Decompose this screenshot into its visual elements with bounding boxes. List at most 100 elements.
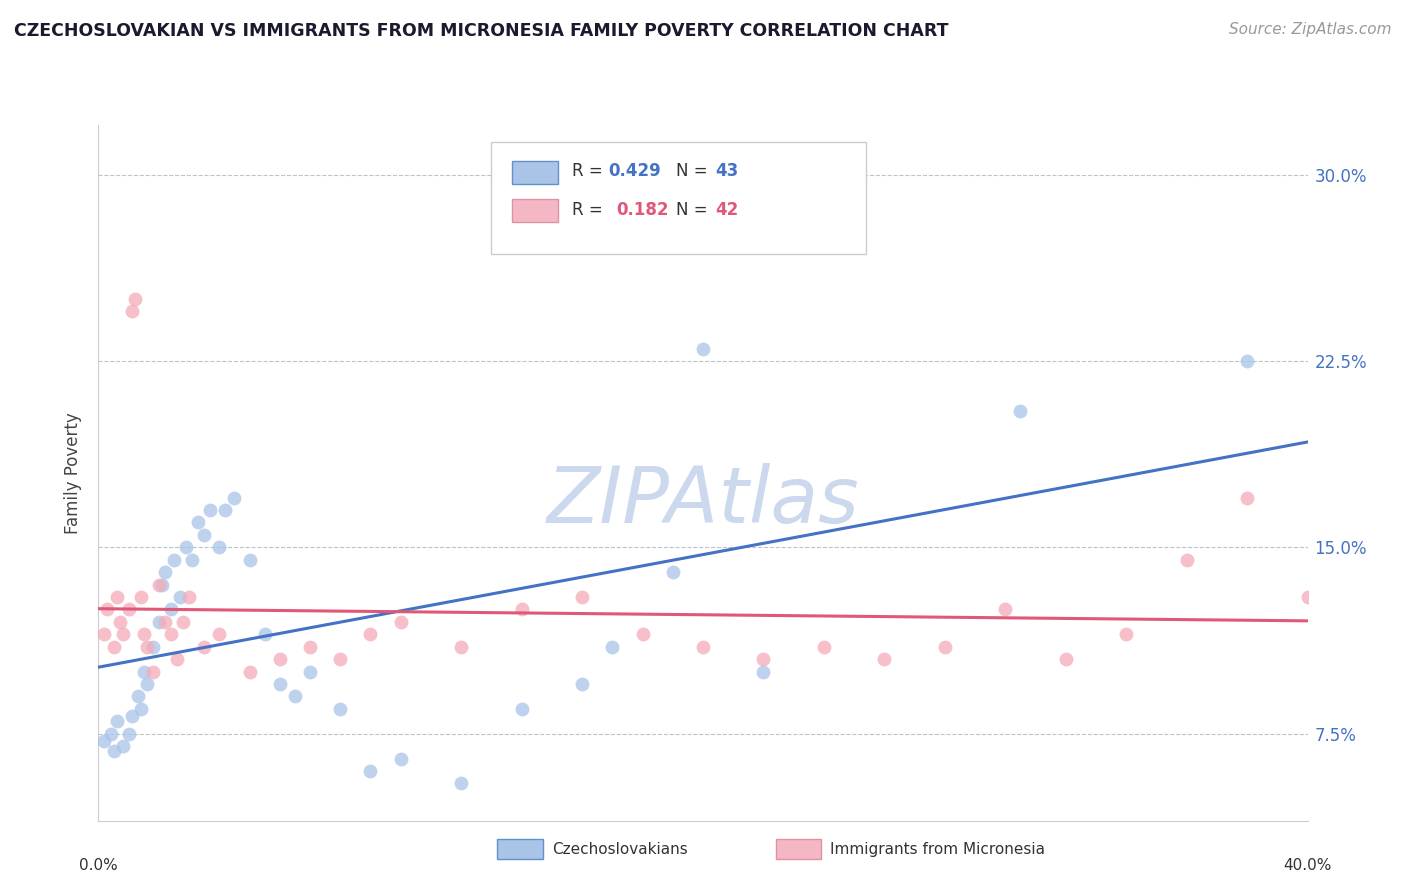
Point	[360, 764, 382, 778]
Point	[994, 602, 1017, 616]
Text: Czechoslovakians: Czechoslovakians	[553, 842, 688, 856]
Point	[193, 528, 215, 542]
Point	[111, 627, 134, 641]
Point	[132, 627, 155, 641]
Point	[329, 702, 352, 716]
Point	[450, 776, 472, 790]
Point	[150, 577, 173, 591]
Text: 40.0%: 40.0%	[1284, 858, 1331, 873]
Point	[450, 640, 472, 654]
Point	[121, 304, 143, 318]
Point	[163, 553, 186, 567]
Point	[160, 627, 183, 641]
Point	[752, 652, 775, 666]
Point	[108, 615, 131, 629]
Point	[510, 602, 533, 616]
Point	[1054, 652, 1077, 666]
Point	[1236, 491, 1258, 505]
Point	[510, 702, 533, 716]
Point	[105, 590, 128, 604]
Point	[269, 652, 291, 666]
Point	[214, 503, 236, 517]
Point	[169, 590, 191, 604]
Point	[752, 665, 775, 679]
Point	[187, 516, 209, 530]
Point	[142, 640, 165, 654]
Point	[1010, 403, 1032, 417]
Point	[153, 615, 176, 629]
Point	[389, 751, 412, 765]
Point	[148, 615, 170, 629]
Point	[93, 627, 115, 641]
Point	[121, 709, 143, 723]
Point	[100, 726, 122, 740]
Point	[172, 615, 194, 629]
Point	[96, 602, 118, 616]
Point	[692, 640, 714, 654]
Point	[153, 565, 176, 579]
Point	[934, 640, 956, 654]
Point	[142, 665, 165, 679]
Point	[166, 652, 188, 666]
Text: Source: ZipAtlas.com: Source: ZipAtlas.com	[1229, 22, 1392, 37]
Point	[105, 714, 128, 729]
Point	[329, 652, 352, 666]
Text: 42: 42	[716, 201, 738, 219]
Point	[93, 734, 115, 748]
Point	[1296, 590, 1319, 604]
Point	[193, 640, 215, 654]
Text: 0.429: 0.429	[609, 162, 661, 180]
Point	[239, 553, 262, 567]
Bar	[512, 161, 558, 184]
Point	[571, 590, 593, 604]
Y-axis label: Family Poverty: Family Poverty	[65, 412, 83, 533]
Point	[1236, 354, 1258, 368]
Point	[124, 292, 146, 306]
Text: 0.0%: 0.0%	[79, 858, 118, 873]
Text: 0.182: 0.182	[616, 201, 668, 219]
Point	[692, 342, 714, 356]
Point	[224, 491, 246, 505]
Point	[284, 690, 307, 704]
Text: ZIPAtlas: ZIPAtlas	[547, 463, 859, 539]
Point	[160, 602, 183, 616]
Point	[208, 627, 231, 641]
Bar	[512, 199, 558, 222]
Point	[129, 702, 152, 716]
FancyBboxPatch shape	[492, 142, 866, 253]
Text: N =: N =	[676, 201, 713, 219]
Point	[389, 615, 412, 629]
Point	[873, 652, 896, 666]
Point	[118, 602, 141, 616]
Point	[135, 640, 157, 654]
Point	[571, 677, 593, 691]
Point	[299, 640, 322, 654]
Point	[174, 541, 197, 555]
Point	[1175, 553, 1198, 567]
Point	[239, 665, 262, 679]
Point	[148, 577, 170, 591]
Text: CZECHOSLOVAKIAN VS IMMIGRANTS FROM MICRONESIA FAMILY POVERTY CORRELATION CHART: CZECHOSLOVAKIAN VS IMMIGRANTS FROM MICRO…	[14, 22, 949, 40]
Text: R =: R =	[572, 201, 613, 219]
Point	[631, 627, 654, 641]
Point	[179, 590, 201, 604]
Point	[132, 665, 155, 679]
Point	[208, 541, 231, 555]
Point	[360, 627, 382, 641]
Point	[662, 565, 685, 579]
Point	[111, 739, 134, 753]
Point	[269, 677, 291, 691]
Point	[103, 640, 125, 654]
Point	[181, 553, 204, 567]
Point	[103, 744, 125, 758]
Point	[135, 677, 157, 691]
Point	[299, 665, 322, 679]
Point	[127, 690, 149, 704]
Bar	[776, 839, 821, 859]
Point	[1115, 627, 1137, 641]
Text: N =: N =	[676, 162, 713, 180]
Text: R =: R =	[572, 162, 609, 180]
Point	[118, 726, 141, 740]
Point	[813, 640, 835, 654]
Point	[129, 590, 152, 604]
